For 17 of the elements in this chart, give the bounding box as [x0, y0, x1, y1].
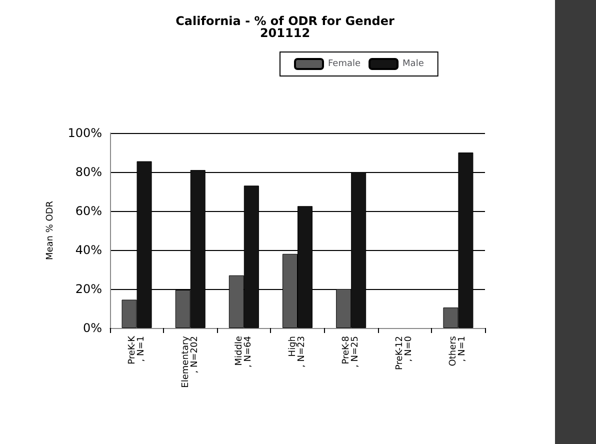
x-tick-label: PreK-8 , N=25 [342, 336, 361, 368]
y-tick-label: 80% [75, 165, 102, 179]
y-axis-title: Mean % ODR [46, 200, 56, 260]
x-tick-label: Middle , N=64 [234, 336, 254, 368]
x-tick-label: Others , N=1 [448, 336, 468, 366]
x-tick-label: PreK-K , N=1 [127, 334, 146, 364]
x-tick-label: PreK-12 , N=0 [395, 336, 414, 370]
legend-label: Male [402, 59, 424, 69]
legend-label: Female [328, 59, 362, 69]
y-tick-label: 100% [68, 126, 102, 140]
y-tick-label: 60% [75, 204, 102, 218]
y-tick-label: 0% [82, 321, 102, 335]
y-tick-label: 20% [75, 282, 102, 296]
x-tick-label: Elementary , N=202 [180, 335, 200, 388]
chart-title: California - % of ODR for Gender 201112 [176, 14, 394, 40]
y-tick-label: 40% [75, 243, 102, 257]
x-tick-label: High , N=23 [288, 336, 307, 368]
